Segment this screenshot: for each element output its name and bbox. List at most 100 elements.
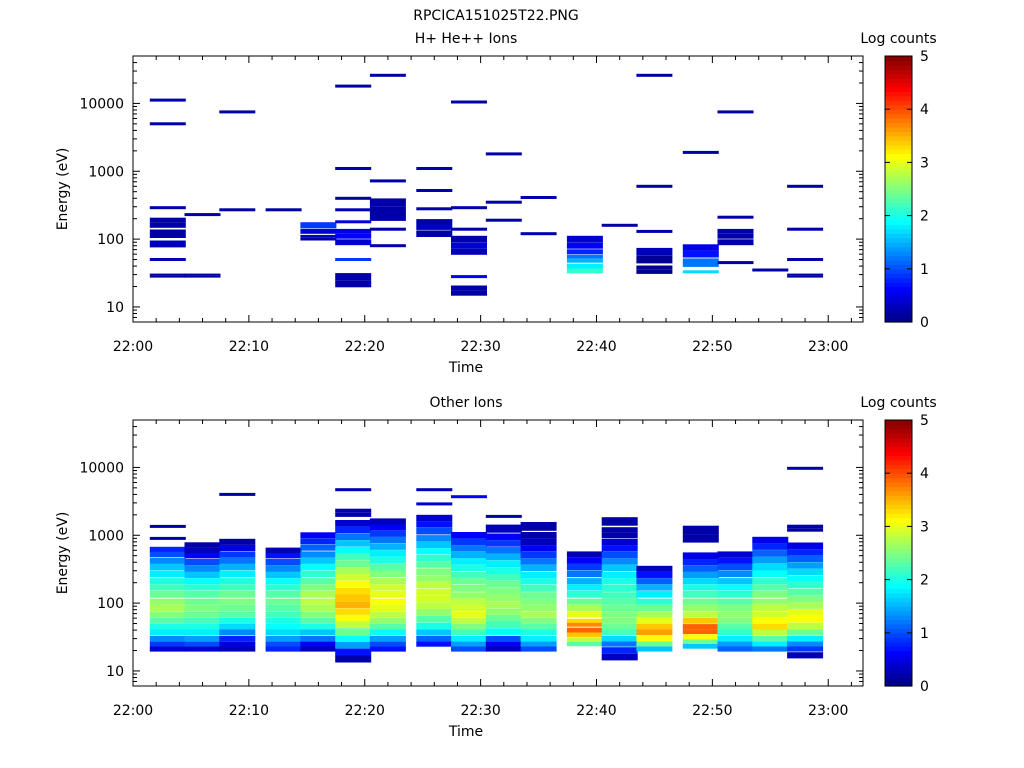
colorbar-step (885, 455, 912, 461)
panel-title: Other Ions (429, 395, 502, 411)
heatmap-cell (451, 641, 487, 647)
colorbar-step (885, 677, 912, 683)
heatmap-cell (416, 521, 453, 528)
heatmap-cell (219, 617, 256, 624)
heatmap-cell (717, 629, 754, 636)
heatmap-cell (566, 584, 603, 591)
heatmap-cell (149, 611, 186, 618)
heatmap-cell (752, 617, 789, 624)
heatmap-cell (520, 604, 557, 611)
heatmap-cell (149, 546, 186, 552)
heatmap-cell (335, 540, 372, 547)
heatmap-cell (265, 641, 302, 647)
colorbar-step (885, 237, 912, 243)
heatmap-cell (335, 580, 372, 588)
heatmap-cell (520, 558, 557, 565)
colorbar-step (885, 513, 912, 519)
heatmap-cell (636, 590, 673, 598)
heatmap-cell (520, 545, 557, 552)
heatmap-cell (451, 635, 487, 642)
heatmap-cell (566, 254, 603, 259)
heatmap-cell (787, 273, 824, 276)
heatmap-cell (369, 550, 406, 557)
heatmap-cell (682, 270, 719, 274)
heatmap-cell (149, 598, 186, 605)
heatmap-cell (787, 227, 824, 231)
heatmap-cell (149, 273, 186, 276)
heatmap-cell (219, 623, 256, 630)
heatmap-cell (184, 553, 221, 559)
heatmap-cell (219, 611, 256, 618)
heatmap-cell (636, 604, 673, 611)
heatmap-cell (416, 609, 453, 616)
heatmap-cell (416, 554, 453, 562)
heatmap-cell (566, 637, 603, 642)
heatmap-cell (636, 617, 673, 624)
heatmap-cell (416, 535, 453, 542)
heatmap-cell (717, 641, 754, 647)
heatmap-cell (601, 551, 638, 559)
heatmap-cell (520, 532, 557, 539)
colorbar-step (885, 233, 912, 239)
y-tick-label: 10000 (79, 460, 124, 476)
heatmap-cell (601, 223, 638, 227)
heatmap-cell (369, 73, 406, 77)
heatmap-cell (149, 275, 186, 278)
heatmap-cell (636, 73, 673, 77)
heatmap-cell (520, 232, 557, 236)
heatmap-cell (787, 528, 824, 532)
heatmap-cell (485, 547, 522, 554)
heatmap-cell (335, 601, 372, 609)
heatmap-cell (451, 611, 487, 618)
heatmap-cell (416, 189, 453, 192)
heatmap-cell (601, 584, 638, 592)
colorbar-step (885, 495, 912, 501)
heatmap-cell (265, 611, 302, 618)
heatmap-cell (335, 228, 372, 234)
heatmap-cell (451, 248, 487, 255)
heatmap-cell (752, 623, 789, 630)
x-tick-label: 22:10 (229, 703, 269, 719)
heatmap-cell (451, 592, 487, 599)
heatmap-cell (335, 560, 372, 568)
heatmap-cell (601, 604, 638, 611)
colorbar-step (885, 428, 912, 434)
heatmap-cell (520, 196, 557, 199)
heatmap-cell (601, 653, 638, 661)
heatmap-cell (682, 598, 719, 605)
heatmap-cell (184, 213, 221, 217)
heatmap-cell (636, 269, 673, 274)
colorbar-step (885, 286, 912, 292)
colorbar-step (885, 317, 912, 323)
colorbar-step (885, 78, 912, 84)
heatmap-cell (265, 590, 302, 598)
colorbar-step (885, 264, 912, 270)
colorbar-step (885, 242, 912, 248)
heatmap-cell (752, 641, 789, 647)
x-tick-label: 23:00 (808, 339, 848, 355)
heatmap-cell (520, 578, 557, 585)
colorbar-step (885, 433, 912, 439)
heatmap-cell (416, 615, 453, 623)
colorbar-step (885, 206, 912, 212)
heatmap-cell (485, 628, 522, 636)
heatmap-cell (485, 553, 522, 561)
heatmap-cell (752, 578, 789, 585)
heatmap-cell (335, 567, 372, 574)
x-tick-label: 22:50 (692, 703, 732, 719)
colorbar-step (885, 601, 912, 607)
heatmap-cell (787, 581, 824, 589)
heatmap-cell (636, 571, 673, 578)
colorbar-tick-label: 3 (920, 155, 929, 171)
heatmap-cell (636, 629, 673, 636)
heatmap-cell (335, 520, 372, 527)
heatmap-cell (149, 641, 186, 647)
plot-frame (132, 55, 864, 323)
heatmap-cell (752, 563, 789, 571)
heatmap-cell (149, 524, 186, 528)
heatmap-cell (184, 273, 221, 276)
heatmap-cell (566, 632, 603, 638)
heatmap-cell (300, 598, 337, 605)
